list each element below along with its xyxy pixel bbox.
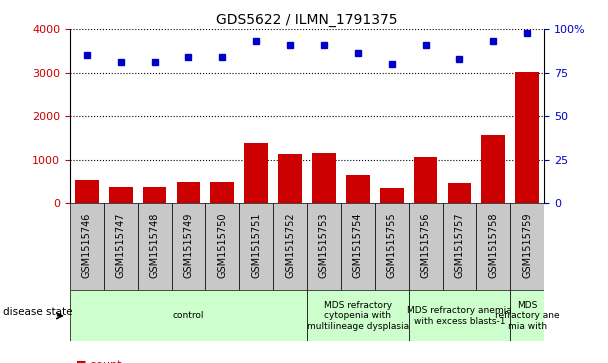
- Text: GSM1515748: GSM1515748: [150, 212, 160, 278]
- Bar: [104, 203, 137, 290]
- Text: ■ count: ■ count: [76, 359, 122, 363]
- Bar: [278, 154, 302, 203]
- Bar: [510, 290, 544, 341]
- Bar: [70, 290, 307, 341]
- Bar: [171, 203, 206, 290]
- Bar: [380, 188, 404, 203]
- Text: control: control: [173, 311, 204, 320]
- Bar: [413, 157, 437, 203]
- Bar: [206, 203, 240, 290]
- Bar: [341, 203, 375, 290]
- Bar: [516, 72, 539, 203]
- Text: MDS refractory anemia
with excess blasts-1: MDS refractory anemia with excess blasts…: [407, 306, 512, 326]
- Bar: [443, 203, 477, 290]
- Bar: [176, 182, 200, 203]
- Title: GDS5622 / ILMN_1791375: GDS5622 / ILMN_1791375: [216, 13, 398, 26]
- Bar: [240, 203, 273, 290]
- Bar: [346, 175, 370, 203]
- Bar: [510, 203, 544, 290]
- Text: GSM1515754: GSM1515754: [353, 212, 363, 278]
- Bar: [137, 203, 171, 290]
- Bar: [375, 203, 409, 290]
- Text: GSM1515757: GSM1515757: [454, 212, 465, 278]
- Bar: [409, 290, 510, 341]
- Bar: [244, 143, 268, 203]
- Bar: [273, 203, 307, 290]
- Text: MDS
refractory ane
mia with: MDS refractory ane mia with: [495, 301, 559, 331]
- Text: GSM1515759: GSM1515759: [522, 212, 532, 278]
- Text: GSM1515753: GSM1515753: [319, 212, 329, 278]
- Bar: [477, 203, 510, 290]
- Text: GSM1515752: GSM1515752: [285, 212, 295, 278]
- Bar: [210, 182, 234, 203]
- Text: GSM1515755: GSM1515755: [387, 212, 397, 278]
- Text: GSM1515746: GSM1515746: [82, 212, 92, 278]
- Bar: [307, 203, 341, 290]
- Bar: [70, 203, 104, 290]
- Bar: [312, 153, 336, 203]
- Bar: [307, 290, 409, 341]
- Text: MDS refractory
cytopenia with
multilineage dysplasia: MDS refractory cytopenia with multilinea…: [307, 301, 409, 331]
- Text: GSM1515756: GSM1515756: [421, 212, 430, 278]
- Bar: [143, 187, 167, 203]
- Bar: [482, 135, 505, 203]
- Text: disease state: disease state: [3, 307, 72, 317]
- Text: GSM1515747: GSM1515747: [116, 212, 126, 278]
- Bar: [75, 180, 98, 203]
- Bar: [109, 187, 133, 203]
- Bar: [409, 203, 443, 290]
- Text: GSM1515749: GSM1515749: [184, 212, 193, 278]
- Text: GSM1515758: GSM1515758: [488, 212, 499, 278]
- Text: GSM1515751: GSM1515751: [251, 212, 261, 278]
- Text: GSM1515750: GSM1515750: [217, 212, 227, 278]
- Bar: [447, 183, 471, 203]
